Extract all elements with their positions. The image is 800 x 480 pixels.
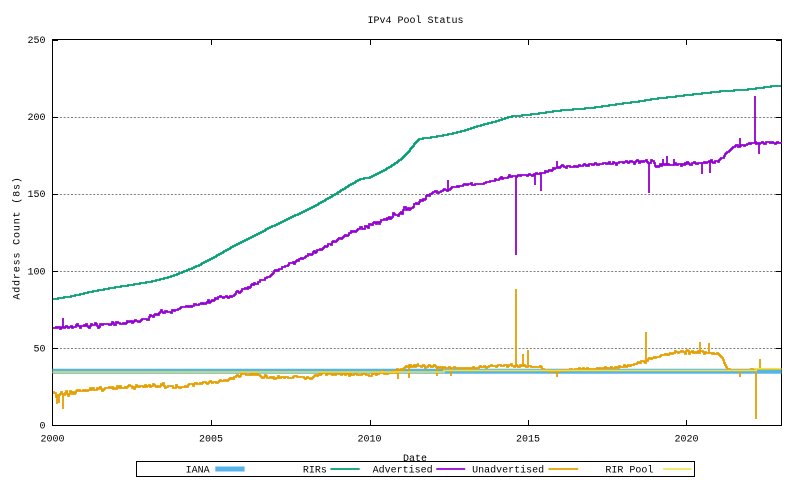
svg-text:Date: Date [403,454,427,465]
svg-text:0: 0 [39,422,45,433]
svg-text:100: 100 [27,267,45,278]
svg-text:RIR Pool: RIR Pool [605,465,653,477]
svg-text:IPv4 Pool Status: IPv4 Pool Status [367,15,463,27]
svg-text:IANA: IANA [186,466,210,477]
svg-text:Advertised: Advertised [373,465,433,477]
svg-text:2015: 2015 [516,435,540,446]
svg-text:2000: 2000 [40,435,64,446]
svg-text:2020: 2020 [674,435,698,446]
svg-text:200: 200 [27,113,45,124]
svg-text:150: 150 [27,190,45,201]
svg-text:2005: 2005 [199,435,223,446]
svg-text:50: 50 [33,344,45,355]
svg-text:Address Count (8s): Address Count (8s) [12,176,24,299]
svg-text:250: 250 [27,36,45,47]
svg-text:2010: 2010 [357,435,381,446]
svg-text:Unadvertised: Unadvertised [472,465,544,477]
svg-text:RIRs: RIRs [303,466,327,477]
